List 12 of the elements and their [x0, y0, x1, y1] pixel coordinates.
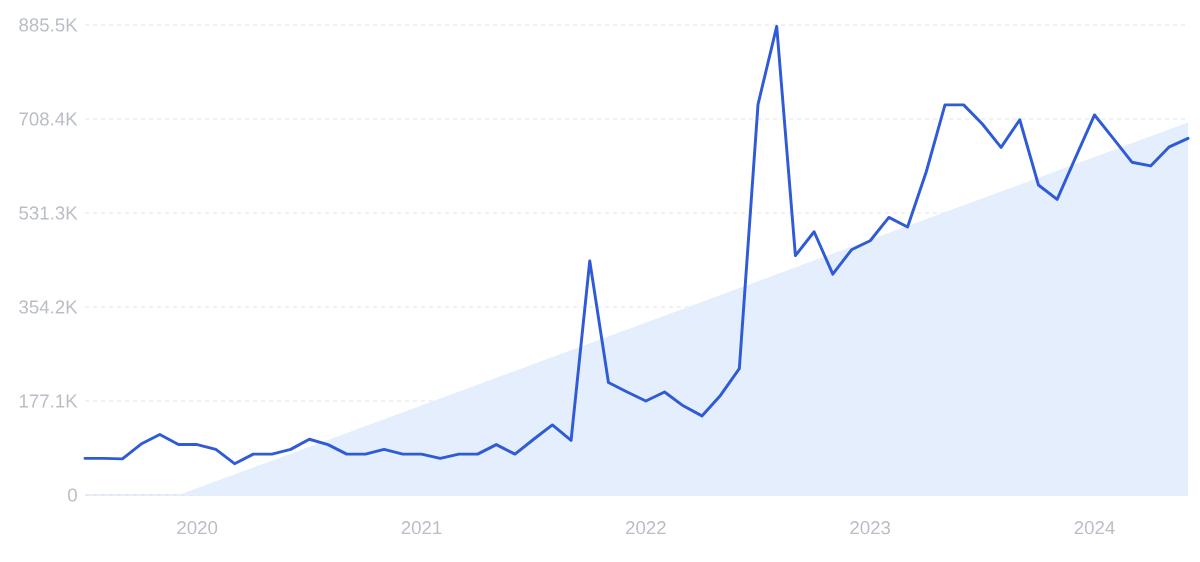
y-tick-label: 531.3K [19, 206, 78, 220]
y-tick-label: 708.4K [19, 112, 78, 126]
y-tick-label: 354.2K [19, 300, 78, 314]
y-tick-label: 177.1K [19, 394, 78, 408]
x-tick-label: 2024 [1074, 521, 1115, 535]
line-series [83, 24, 1190, 466]
x-tick-label: 2021 [401, 521, 442, 535]
y-tick-label: 885.5K [19, 18, 78, 32]
x-tick-label: 2020 [177, 521, 218, 535]
x-tick-label: 2022 [626, 521, 666, 535]
x-tick-label: 2023 [850, 521, 891, 535]
y-tick-label: 0 [67, 488, 77, 502]
